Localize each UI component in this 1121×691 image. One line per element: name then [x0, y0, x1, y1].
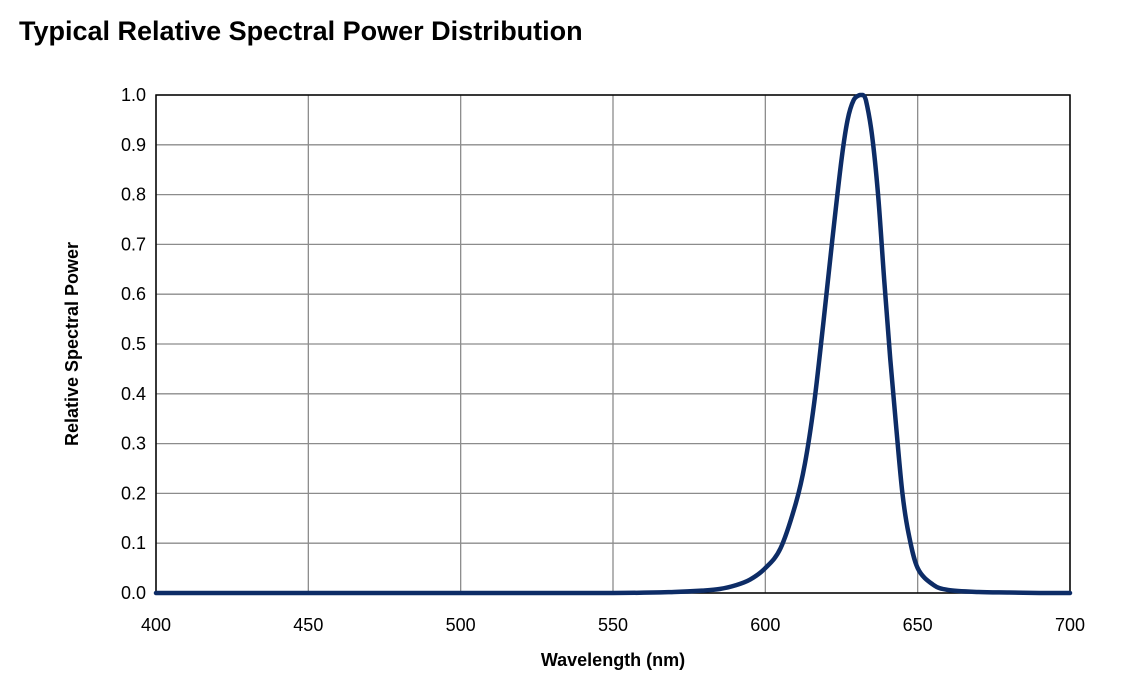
y-tick-label: 0.5 — [121, 334, 146, 354]
x-tick-label: 550 — [598, 615, 628, 635]
y-tick-label: 0.0 — [121, 583, 146, 603]
y-tick-label: 0.1 — [121, 533, 146, 553]
y-tick-label: 0.3 — [121, 434, 146, 454]
y-tick-label: 0.2 — [121, 483, 146, 503]
series-line — [153, 92, 1073, 596]
y-axis-title: Relative Spectral Power — [62, 242, 82, 446]
x-tick-labels: 400 450 500 550 600 650 700 — [141, 615, 1085, 635]
y-tick-label: 0.6 — [121, 284, 146, 304]
y-tick-label: 0.7 — [121, 234, 146, 254]
x-tick-label: 400 — [141, 615, 171, 635]
chart-title: Typical Relative Spectral Power Distribu… — [19, 16, 583, 46]
y-tick-label: 0.8 — [121, 185, 146, 205]
y-tick-label: 0.4 — [121, 384, 146, 404]
y-tick-label: 1.0 — [121, 85, 146, 105]
x-tick-label: 650 — [903, 615, 933, 635]
y-tick-labels: 0.0 0.1 0.2 0.3 0.4 0.5 0.6 0.7 0.8 0.9 1.0 — [121, 85, 146, 603]
x-tick-label: 450 — [293, 615, 323, 635]
grid-lines — [155, 94, 1071, 594]
x-tick-label: 700 — [1055, 615, 1085, 635]
x-tick-label: 600 — [750, 615, 780, 635]
y-tick-label: 0.9 — [121, 135, 146, 155]
x-axis-title: Wavelength (nm) — [541, 650, 685, 670]
x-tick-label: 500 — [446, 615, 476, 635]
